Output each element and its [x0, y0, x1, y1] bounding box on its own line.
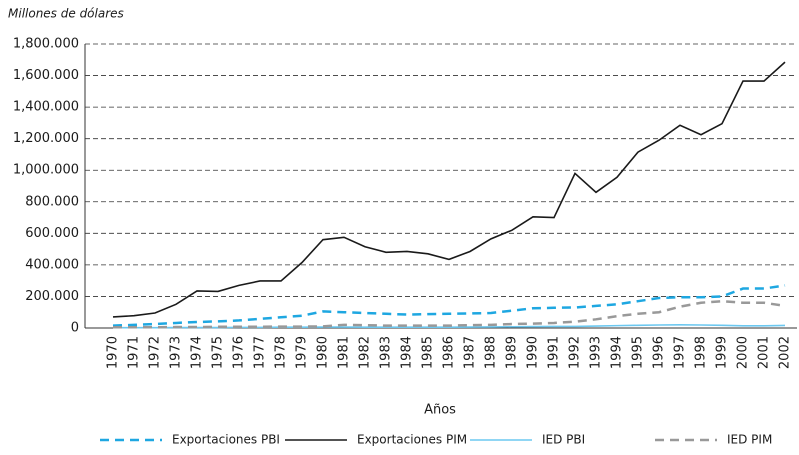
y-tick-label: 600.000 [25, 226, 79, 241]
x-tick-label: 1990 [526, 336, 541, 369]
x-tick-label: 1972 [148, 336, 163, 369]
axis-unit-title: Millones de dólares [8, 7, 124, 21]
y-tick-label: 1,000.000 [13, 163, 79, 178]
legend-label: Exportaciones PBI [172, 433, 280, 447]
series-line [112, 284, 786, 327]
x-tick-label: 1998 [694, 336, 709, 369]
x-tick-label: 2001 [757, 336, 772, 369]
x-tick-label: 1997 [673, 336, 688, 369]
x-tick-label: 1979 [295, 336, 310, 369]
x-tick-label: 1970 [106, 336, 121, 369]
x-tick-label: 1985 [421, 336, 436, 369]
y-tick-label: 800.000 [25, 194, 79, 209]
x-tick-label: 1992 [568, 336, 583, 369]
x-tick-label: 1999 [715, 336, 730, 369]
x-tick-label: 1981 [337, 336, 352, 369]
x-tick-label: 1995 [631, 336, 646, 369]
x-tick-label: 1978 [274, 336, 289, 369]
x-tick-label: 1989 [505, 336, 520, 369]
y-tick-label: 1,200.000 [13, 131, 79, 146]
series-line [112, 61, 786, 318]
x-tick-label: 1971 [127, 336, 142, 369]
x-tick-label: 1975 [211, 336, 226, 369]
x-tick-label: 1994 [610, 336, 625, 369]
y-tick-label: 1,600.000 [13, 68, 79, 83]
x-tick-label: 1984 [400, 336, 415, 369]
y-tick-label: 1,800.000 [13, 37, 79, 52]
x-tick-label: 1980 [316, 336, 331, 369]
x-tick-label: 1974 [190, 336, 205, 369]
legend-label: Exportaciones PIM [357, 433, 467, 447]
y-tick-label: 1,400.000 [13, 100, 79, 115]
y-tick-label: 400.000 [25, 257, 79, 272]
x-tick-label: 1986 [442, 336, 457, 369]
x-tick-label: 1996 [652, 336, 667, 369]
x-tick-label: 1973 [169, 336, 184, 369]
legend-label: IED PIM [727, 433, 772, 447]
y-tick-label: 0 [71, 321, 79, 336]
x-tick-label: 1977 [253, 336, 268, 369]
x-tick-label: 2002 [778, 336, 793, 369]
x-tick-label: 1993 [589, 336, 604, 369]
x-tick-label: 1987 [463, 336, 478, 369]
x-tick-label: 1991 [547, 336, 562, 369]
legend-label: IED PBI [542, 433, 585, 447]
y-tick-label: 200.000 [25, 289, 79, 304]
x-tick-label: 1988 [484, 336, 499, 369]
x-tick-label: 1983 [379, 336, 394, 369]
x-tick-label: 1982 [358, 336, 373, 369]
x-tick-label: 1976 [232, 336, 247, 369]
x-axis-label: Años [424, 403, 456, 418]
series-line [113, 299, 786, 329]
x-tick-label: 2000 [736, 336, 751, 369]
